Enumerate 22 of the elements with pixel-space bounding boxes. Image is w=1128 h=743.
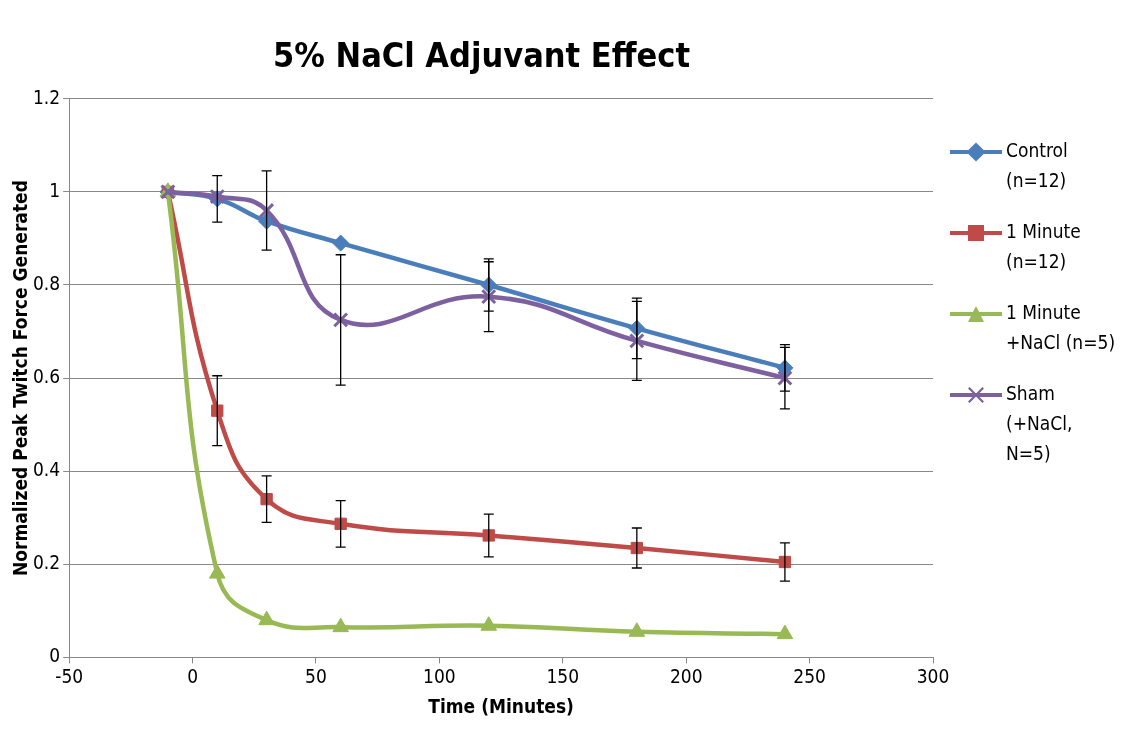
y-tick-label: 0.4 [32, 458, 61, 481]
x-tick-label: 150 [546, 664, 580, 687]
x-tick-label: 250 [793, 664, 826, 687]
legend-label: 1 Minute +NaCl (n=5) [1006, 300, 1117, 355]
y-tick-label: 1 [49, 178, 61, 201]
y-tick-label: 0.8 [32, 271, 61, 294]
x-tick-label: -50 [55, 664, 84, 687]
y-tick-label: 0.2 [32, 551, 61, 574]
y-axis-title: Normalized Peak Twitch Force Generated [8, 180, 31, 577]
x-tick-label: 200 [669, 664, 703, 687]
y-tick-label: 0 [49, 644, 61, 667]
x-tick-label: 100 [423, 664, 456, 687]
legend-label: 1 Minute (n=12) [1006, 219, 1082, 274]
y-tick-label: 1.2 [32, 85, 61, 108]
legend-label: Sham (+NaCl, N=5) [1006, 381, 1074, 466]
chart-title: 5% NaCl Adjuvant Effect [272, 35, 691, 76]
x-tick-label: 50 [305, 664, 327, 687]
x-tick-label: 300 [916, 664, 950, 687]
x-axis-title: Time (Minutes) [428, 694, 574, 717]
x-tick-label: 0 [187, 664, 199, 687]
legend-label: Control (n=12) [1006, 138, 1069, 193]
y-tick-label: 0.6 [32, 365, 61, 388]
